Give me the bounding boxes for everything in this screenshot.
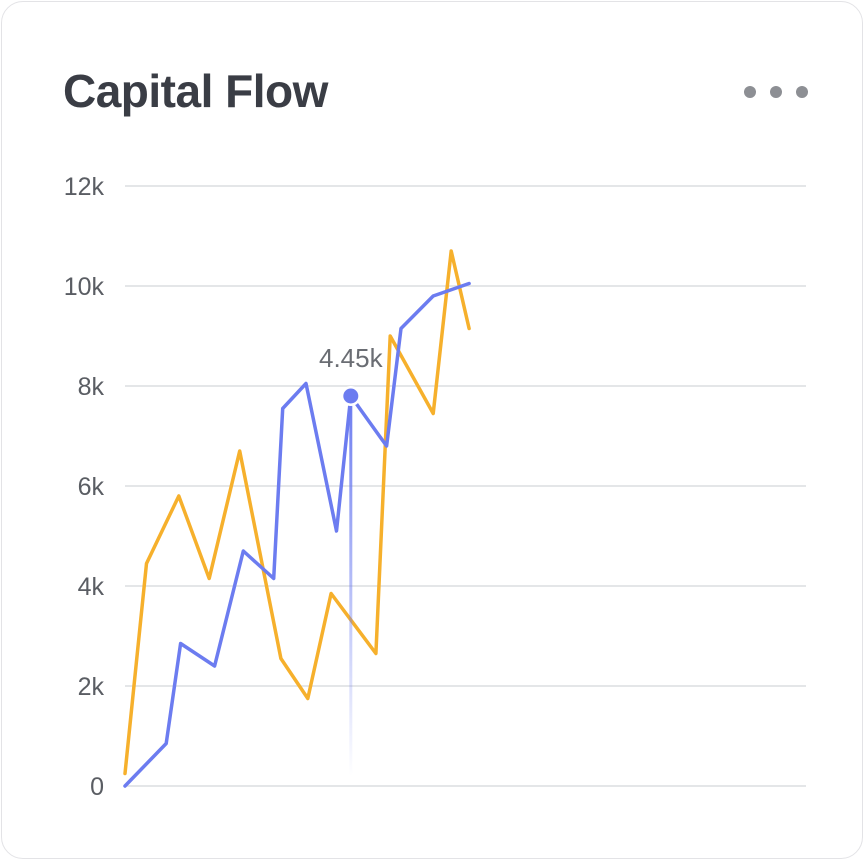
y-tick-label: 12k: [64, 173, 105, 201]
series-lines: [123, 249, 471, 788]
highlight-guide-line: [349, 396, 353, 776]
highlight-marker: 4.45k: [319, 343, 384, 776]
y-tick-label: 2k: [78, 673, 105, 701]
y-tick-label: 4k: [78, 573, 105, 601]
highlight-point[interactable]: [343, 388, 359, 404]
y-axis: 0 2k 4k 6k 8k 10k 12k: [64, 173, 105, 801]
more-options-button[interactable]: [738, 78, 814, 106]
y-tick-label: 0: [90, 773, 104, 801]
y-tick-label: 10k: [64, 273, 105, 301]
series-line-1: [123, 249, 471, 776]
y-tick-label: 6k: [78, 473, 105, 501]
grid-lines: [125, 185, 806, 787]
highlight-value-label: 4.45k: [319, 343, 384, 373]
y-tick-label: 8k: [78, 373, 105, 401]
more-horizontal-icon-dot: [796, 86, 808, 98]
card-title: Capital Flow: [63, 65, 328, 117]
series-line-2: [123, 281, 471, 788]
more-horizontal-icon-dot: [770, 86, 782, 98]
more-horizontal-icon: [744, 86, 756, 98]
